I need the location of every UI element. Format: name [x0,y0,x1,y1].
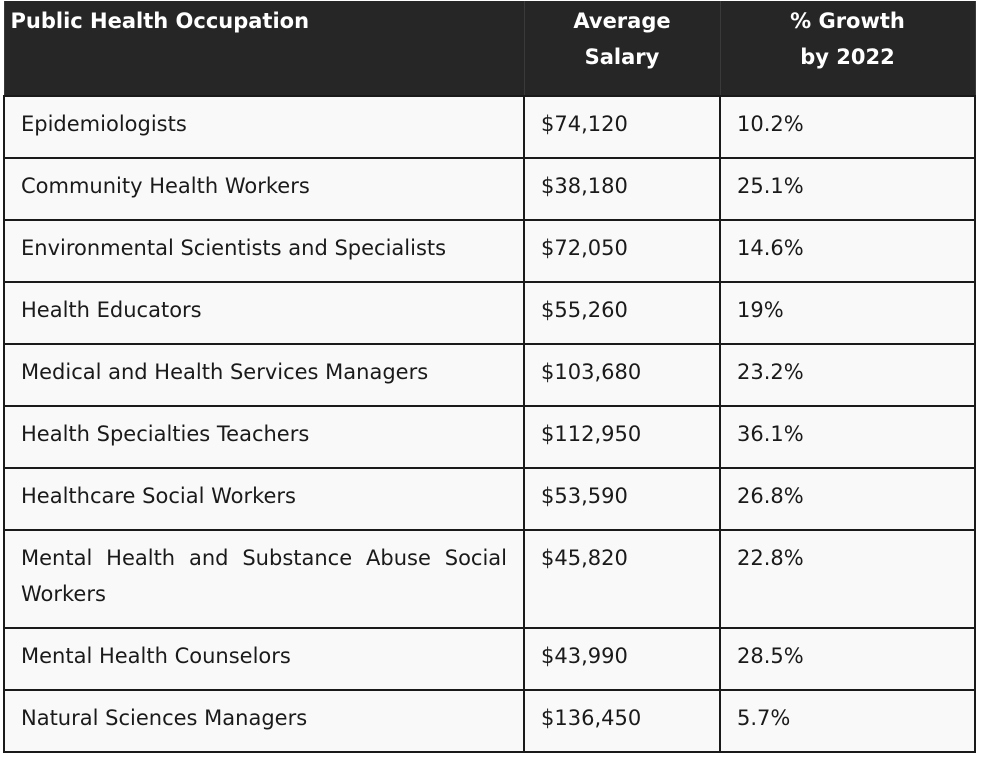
cell-salary: $136,450 [523,689,721,753]
header-average-salary: Average Salary [523,1,721,96]
table-row: Healthcare Social Workers $53,590 26.8% [3,467,976,531]
cell-occupation: Natural Sciences Managers [3,689,525,753]
cell-occupation: Epidemiologists [3,95,525,159]
header-salary-line1: Average [573,9,671,33]
cell-growth: 36.1% [719,405,976,469]
cell-salary: $112,950 [523,405,721,469]
cell-growth: 26.8% [719,467,976,531]
salary-growth-table: Public Health Occupation Average Salary … [3,1,976,753]
salary-growth-table-container: Public Health Occupation Average Salary … [3,1,976,753]
table-row: Natural Sciences Managers $136,450 5.7% [3,689,976,753]
cell-growth: 19% [719,281,976,345]
cell-occupation: Environmental Scientists and Specialists [3,219,525,283]
header-occupation-label: Public Health Occupation [10,9,310,33]
table-body: Epidemiologists $74,120 10.2% Community … [3,95,976,753]
cell-growth: 5.7% [719,689,976,753]
cell-growth: 25.1% [719,157,976,221]
cell-salary: $38,180 [523,157,721,221]
cell-growth: 14.6% [719,219,976,283]
cell-growth: 22.8% [719,529,976,629]
cell-occupation: Healthcare Social Workers [3,467,525,531]
cell-salary: $55,260 [523,281,721,345]
cell-salary: $72,050 [523,219,721,283]
cell-occupation: Community Health Workers [3,157,525,221]
table-row: Medical and Health Services Managers $10… [3,343,976,407]
table-row: Community Health Workers $38,180 25.1% [3,157,976,221]
header-occupation: Public Health Occupation [3,1,525,96]
cell-occupation: Medical and Health Services Managers [3,343,525,407]
cell-occupation: Health Specialties Teachers [3,405,525,469]
table-row: Health Educators $55,260 19% [3,281,976,345]
table-row: Mental Health and Substance Abuse Social… [3,529,976,629]
table-row: Health Specialties Teachers $112,950 36.… [3,405,976,469]
header-row: Public Health Occupation Average Salary … [3,1,976,96]
table-row: Mental Health Counselors $43,990 28.5% [3,627,976,691]
cell-growth: 10.2% [719,95,976,159]
header-growth: % Growth by 2022 [719,1,976,96]
cell-salary: $45,820 [523,529,721,629]
cell-salary: $74,120 [523,95,721,159]
cell-salary: $103,680 [523,343,721,407]
header-growth-line2: by 2022 [800,45,895,69]
cell-occupation: Health Educators [3,281,525,345]
table-row: Environmental Scientists and Specialists… [3,219,976,283]
cell-salary: $53,590 [523,467,721,531]
cell-growth: 28.5% [719,627,976,691]
cell-occupation: Mental Health and Substance Abuse Social… [3,529,525,629]
table-row: Epidemiologists $74,120 10.2% [3,95,976,159]
table-header: Public Health Occupation Average Salary … [3,1,976,96]
cell-occupation: Mental Health Counselors [3,627,525,691]
header-growth-line1: % Growth [790,9,905,33]
cell-salary: $43,990 [523,627,721,691]
header-salary-line2: Salary [584,45,660,69]
cell-growth: 23.2% [719,343,976,407]
